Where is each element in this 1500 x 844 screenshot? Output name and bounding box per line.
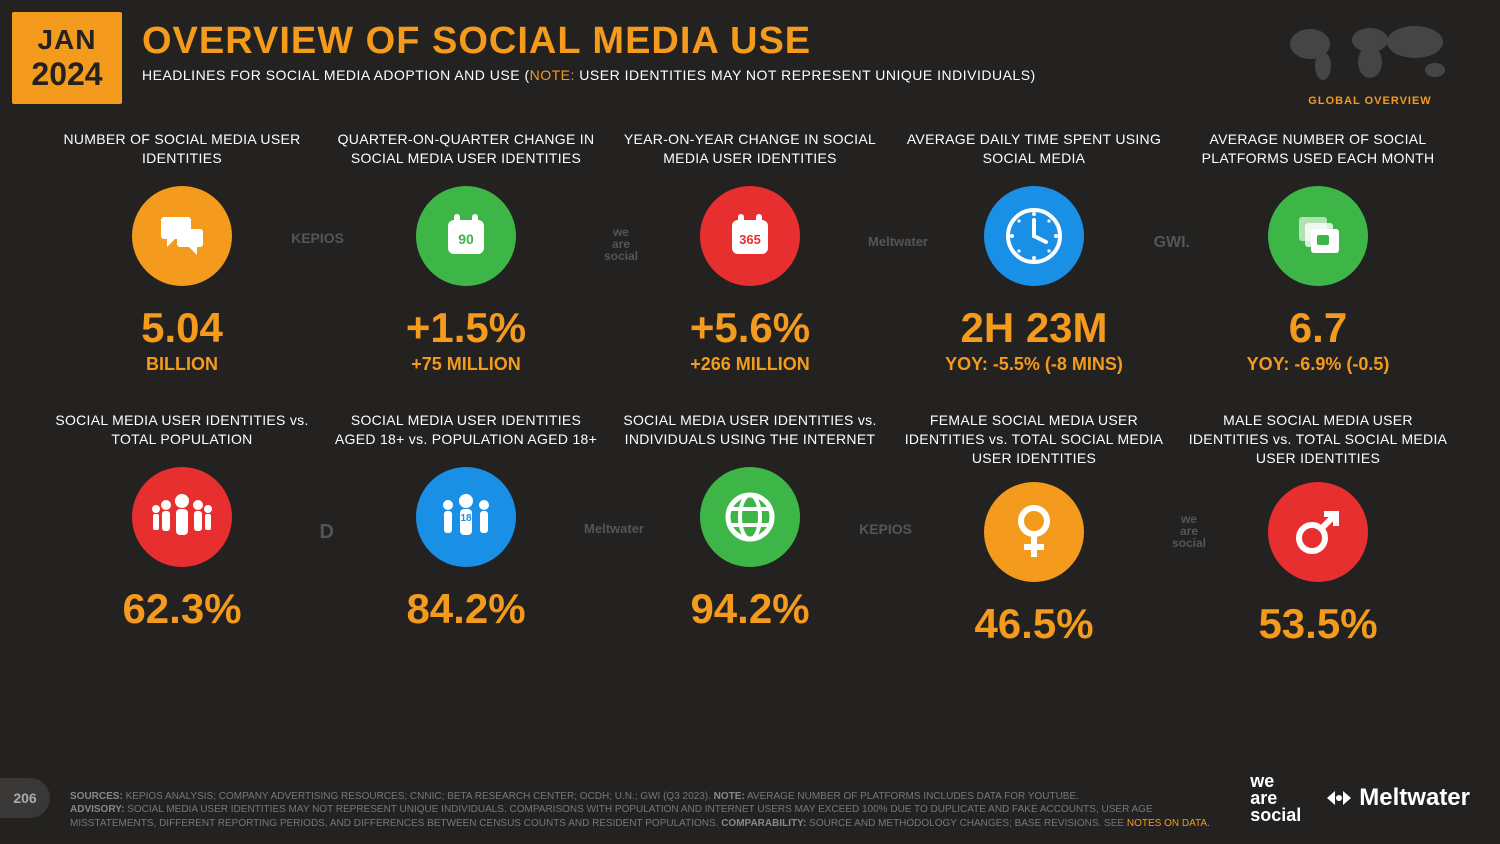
header: OVERVIEW OF SOCIAL MEDIA USE HEADLINES F…: [142, 20, 1036, 83]
world-map-icon: [1275, 18, 1465, 88]
metric-label: AVERAGE DAILY TIME SPENT USING SOCIAL ME…: [902, 130, 1166, 172]
metric-value: 94.2%: [618, 585, 882, 633]
metric-value: 46.5%: [902, 600, 1166, 648]
subtitle-post: USER IDENTITIES MAY NOT REPRESENT UNIQUE…: [575, 67, 1036, 83]
page-number: 206: [0, 778, 50, 818]
page-title: OVERVIEW OF SOCIAL MEDIA USE: [142, 20, 1036, 63]
metric-cell: AVERAGE DAILY TIME SPENT USING SOCIAL ME…: [892, 130, 1176, 375]
metric-label: YEAR-ON-YEAR CHANGE IN SOCIAL MEDIA USER…: [618, 130, 882, 172]
clock-icon: [984, 186, 1084, 286]
metric-value: +1.5%: [334, 304, 598, 352]
metric-value: +5.6%: [618, 304, 882, 352]
metric-sub: +75 MILLION: [334, 354, 598, 375]
metric-cell: AVERAGE NUMBER OF SOCIAL PLATFORMS USED …: [1176, 130, 1460, 375]
metric-cell: SOCIAL MEDIA USER IDENTITIES AGED 18+ vs…: [324, 411, 608, 648]
world-map: GLOBAL OVERVIEW: [1270, 18, 1470, 107]
metric-label: MALE SOCIAL MEDIA USER IDENTITIES vs. TO…: [1186, 411, 1450, 468]
svg-text:18: 18: [460, 513, 472, 524]
female-icon: [984, 482, 1084, 582]
meltwater-icon: [1325, 787, 1353, 809]
sources-text: KEPIOS ANALYSIS; COMPANY ADVERTISING RES…: [123, 791, 714, 802]
metric-cell: SOCIAL MEDIA USER IDENTITIES vs. INDIVID…: [608, 411, 892, 648]
metric-cell: YEAR-ON-YEAR CHANGE IN SOCIAL MEDIA USER…: [608, 130, 892, 375]
date-year: 2024: [12, 56, 122, 93]
people-icon: [132, 467, 232, 567]
svg-text:365: 365: [739, 232, 761, 247]
metric-cell: FEMALE SOCIAL MEDIA USER IDENTITIES vs. …: [892, 411, 1176, 648]
metric-sub: YOY: -5.5% (-8 MINS): [902, 354, 1166, 375]
comparability-text: SOURCE AND METHODOLOGY CHANGES; BASE REV…: [806, 818, 1126, 829]
world-map-label: GLOBAL OVERVIEW: [1270, 95, 1470, 107]
metric-label: SOCIAL MEDIA USER IDENTITIES vs. INDIVID…: [618, 411, 882, 453]
globe-icon: [700, 467, 800, 567]
metric-value: 62.3%: [50, 585, 314, 633]
calendar-90-icon: 90: [416, 186, 516, 286]
svg-text:90: 90: [458, 231, 474, 247]
meltwater-text: Meltwater: [1359, 784, 1470, 812]
metrics-grid: NUMBER OF SOCIAL MEDIA USER IDENTITIES 5…: [40, 130, 1460, 648]
metric-label: NUMBER OF SOCIAL MEDIA USER IDENTITIES: [50, 130, 314, 172]
metric-label: SOCIAL MEDIA USER IDENTITIES AGED 18+ vs…: [334, 411, 598, 453]
metric-value: 53.5%: [1186, 600, 1450, 648]
wearesocial-logo: wearesocial: [1250, 773, 1301, 824]
notes-link[interactable]: NOTES ON DATA.: [1127, 818, 1210, 829]
metric-sub: YOY: -6.9% (-0.5): [1186, 354, 1450, 375]
metric-cell: QUARTER-ON-QUARTER CHANGE IN SOCIAL MEDI…: [324, 130, 608, 375]
male-icon: [1268, 482, 1368, 582]
metric-cell: MALE SOCIAL MEDIA USER IDENTITIES vs. TO…: [1176, 411, 1460, 648]
metric-value: 6.7: [1186, 304, 1450, 352]
comparability-label: COMPARABILITY:: [721, 818, 806, 829]
metric-sub: BILLION: [50, 354, 314, 375]
sources-label: SOURCES:: [70, 791, 123, 802]
metric-cell: SOCIAL MEDIA USER IDENTITIES vs. TOTAL P…: [40, 411, 324, 648]
metric-value: 2H 23M: [902, 304, 1166, 352]
platforms-stack-icon: [1268, 186, 1368, 286]
metric-value: 84.2%: [334, 585, 598, 633]
page-subtitle: HEADLINES FOR SOCIAL MEDIA ADOPTION AND …: [142, 67, 1036, 83]
footer-logos: wearesocial Meltwater: [1250, 773, 1470, 824]
date-month: JAN: [12, 24, 122, 56]
metric-label: QUARTER-ON-QUARTER CHANGE IN SOCIAL MEDI…: [334, 130, 598, 172]
date-badge: JAN 2024: [12, 12, 122, 104]
subtitle-pre: HEADLINES FOR SOCIAL MEDIA ADOPTION AND …: [142, 67, 530, 83]
note-label: NOTE:: [714, 791, 745, 802]
people-18-icon: 18: [416, 467, 516, 567]
meltwater-logo: Meltwater: [1325, 784, 1470, 812]
metric-label: SOCIAL MEDIA USER IDENTITIES vs. TOTAL P…: [50, 411, 314, 453]
advisory-label: ADVISORY:: [70, 804, 124, 815]
note-text: AVERAGE NUMBER OF PLATFORMS INCLUDES DAT…: [745, 791, 1079, 802]
metric-value: 5.04: [50, 304, 314, 352]
subtitle-note-word: NOTE:: [530, 67, 575, 83]
metric-sub: +266 MILLION: [618, 354, 882, 375]
footer-notes: SOURCES: KEPIOS ANALYSIS; COMPANY ADVERT…: [70, 790, 1240, 831]
metric-label: FEMALE SOCIAL MEDIA USER IDENTITIES vs. …: [902, 411, 1166, 468]
metric-cell: NUMBER OF SOCIAL MEDIA USER IDENTITIES 5…: [40, 130, 324, 375]
metric-label: AVERAGE NUMBER OF SOCIAL PLATFORMS USED …: [1186, 130, 1450, 172]
chat-icon: [132, 186, 232, 286]
calendar-365-icon: 365: [700, 186, 800, 286]
